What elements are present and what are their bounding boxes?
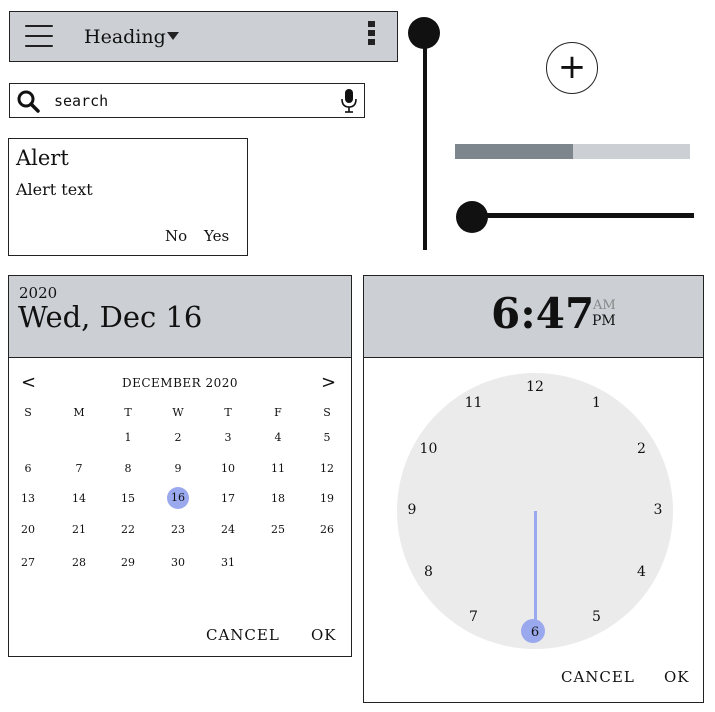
clock-hand [534,511,537,633]
calendar-day[interactable]: 22 [121,523,135,536]
calendar-day[interactable]: 18 [271,492,285,505]
calendar-day[interactable]: 4 [274,431,282,444]
calendar-day[interactable]: 3 [224,431,232,444]
weekday-label: W [172,406,184,419]
calendar-day[interactable]: 25 [271,523,285,536]
weekday-label: T [224,406,232,419]
calendar-day[interactable]: 12 [320,462,334,475]
calendar-day[interactable]: 11 [271,462,285,475]
clock-selected-marker [521,619,545,643]
add-button[interactable]: + [546,42,598,94]
clock-hour-9[interactable]: 9 [407,502,417,518]
calendar-day[interactable]: 2 [174,431,182,444]
calendar-day[interactable]: 14 [72,492,86,505]
calendar-day[interactable]: 28 [72,556,86,569]
vertical-slider-track[interactable] [423,20,427,250]
weekday-label: S [24,406,32,419]
calendar-day[interactable]: 8 [124,462,132,475]
alert-title: Alert [16,146,69,170]
clock-hour-7[interactable]: 7 [469,608,478,625]
calendar-day[interactable]: 27 [21,556,35,569]
time-picker-header: 6:47 AM PM [364,276,703,358]
clock-hour-3[interactable]: 3 [653,502,663,518]
app-bar: Heading [9,11,398,62]
weekday-label: M [73,406,85,419]
prev-month-button[interactable]: < [21,372,37,393]
calendar-day[interactable]: 9 [174,462,182,475]
time-picker: 6:47 AM PM 12 1 2 3 4 5 6 7 8 9 10 11 CANCEL OK [363,275,704,703]
clock-hour-12[interactable]: 12 [526,379,544,395]
microphone-icon[interactable] [340,88,358,114]
alert-dialog: Alert Alert text No Yes [8,138,248,256]
calendar-day[interactable]: 5 [323,431,331,444]
clock-hour-11[interactable]: 11 [464,395,483,412]
calendar-day[interactable]: 30 [171,556,185,569]
alert-yes-button[interactable]: Yes [204,227,230,245]
clock-hour-8[interactable]: 8 [424,563,433,580]
clock-hour-1[interactable]: 1 [592,395,601,412]
calendar-day[interactable]: 7 [75,462,83,475]
calendar-day[interactable]: 1 [124,431,132,444]
date-picker-month-label: DECEMBER 2020 [121,376,239,390]
date-cancel-button[interactable]: CANCEL [206,626,280,644]
calendar-day-selected[interactable]: 16 [167,487,189,509]
more-vert-icon[interactable] [368,21,376,51]
date-picker: 2020 Wed, Dec 16 < DECEMBER 2020 > S M T W T… [8,275,352,657]
time-ok-button[interactable]: OK [664,668,690,686]
calendar-day[interactable]: 15 [121,492,135,505]
clock-hour-4[interactable]: 4 [637,563,646,580]
date-picker-selected-date: Wed, Dec 16 [18,300,203,334]
weekday-label: T [124,406,132,419]
calendar-day[interactable]: 23 [171,523,185,536]
time-cancel-button[interactable]: CANCEL [561,668,635,686]
calendar-day[interactable]: 20 [21,523,35,536]
pm-toggle[interactable]: PM [592,313,616,329]
chevron-down-icon[interactable] [167,32,179,40]
clock-hour-10[interactable]: 10 [419,440,438,457]
next-month-button[interactable]: > [321,372,337,393]
calendar-day[interactable]: 26 [320,523,334,536]
search-input[interactable] [52,89,326,113]
weekday-label: F [274,406,282,419]
clock-face[interactable]: 12 1 2 3 4 5 6 7 8 9 10 11 [397,373,673,649]
calendar-day[interactable]: 17 [221,492,235,505]
date-picker-year[interactable]: 2020 [19,284,58,302]
calendar-day[interactable]: 10 [221,462,235,475]
calendar-day[interactable]: 21 [72,523,86,536]
calendar-day[interactable]: 19 [320,492,334,505]
progress-bar [455,144,690,159]
calendar-day[interactable]: 13 [21,492,35,505]
alert-text: Alert text [16,180,93,199]
date-picker-header: 2020 Wed, Dec 16 [9,276,351,358]
horizontal-slider-thumb[interactable] [456,201,488,233]
menu-icon[interactable] [25,25,53,49]
progress-fill [455,144,573,159]
search-icon[interactable] [16,89,40,113]
calendar-day[interactable]: 6 [24,462,32,475]
horizontal-slider-track[interactable] [460,213,694,218]
vertical-slider-thumb[interactable] [408,17,440,49]
clock-hour-5[interactable]: 5 [592,608,601,625]
time-display: 6:47 [491,289,595,338]
calendar-day[interactable]: 29 [121,556,135,569]
clock-hour-6[interactable]: 6 [530,625,540,640]
date-ok-button[interactable]: OK [311,626,337,644]
search-bar [9,83,365,118]
calendar-day[interactable]: 24 [221,523,235,536]
weekday-label: S [323,406,331,419]
calendar-day[interactable]: 31 [221,556,235,569]
am-toggle[interactable]: AM [593,298,616,313]
clock-hour-2[interactable]: 2 [637,440,646,457]
alert-no-button[interactable]: No [165,227,188,245]
app-bar-title: Heading [84,26,166,48]
